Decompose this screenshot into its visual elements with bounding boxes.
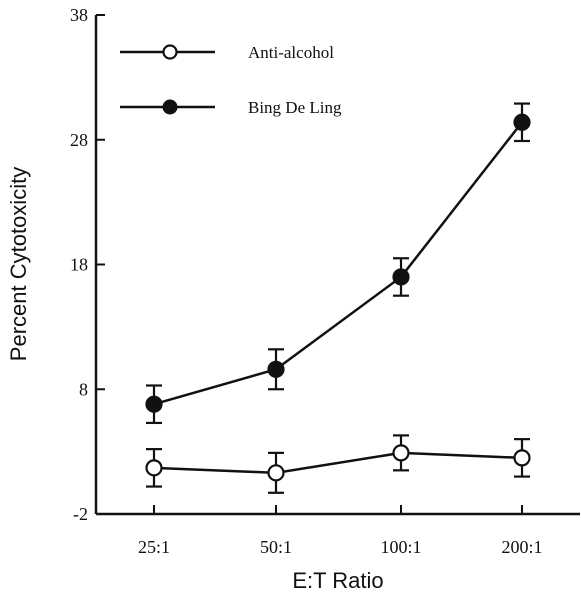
legend-label-bing-de-ling: Bing De Ling: [248, 98, 342, 117]
legend-marker-anti-alcohol: [162, 44, 178, 60]
legend-label-anti-alcohol: Anti-alcohol: [248, 43, 334, 62]
x-tick-label: 200:1: [501, 537, 542, 557]
data-point: [513, 449, 531, 467]
x-tick-label: 100:1: [380, 537, 421, 557]
y-tick-label: -2: [73, 504, 88, 524]
axes: [94, 15, 580, 516]
x-tick-label: 25:1: [138, 537, 170, 557]
series-anti-alcohol: [145, 434, 531, 494]
data-point: [145, 459, 163, 477]
series-bing-de-ling: [145, 102, 531, 425]
series-line-anti-alcohol: [153, 451, 523, 475]
x-axis-title: E:T Ratio: [292, 568, 383, 593]
legend: Anti-alcohol Bing De Ling: [120, 43, 342, 117]
legend-marker-bing-de-ling: [162, 99, 178, 115]
series-layer: [145, 102, 531, 494]
data-point: [267, 360, 285, 378]
x-tick-label: 50:1: [260, 537, 292, 557]
y-tick-label: 38: [70, 5, 88, 25]
data-point: [392, 444, 410, 462]
data-point: [513, 113, 531, 131]
x-ticks: 25:1 50:1 100:1 200:1: [138, 505, 543, 557]
data-point: [145, 395, 163, 413]
y-tick-label: 8: [79, 379, 88, 399]
series-line-bing-de-ling: [153, 121, 523, 406]
y-tick-label: 18: [70, 255, 88, 275]
y-axis-title: Percent Cytotoxicity: [6, 167, 31, 361]
data-point: [267, 464, 285, 482]
data-point: [392, 268, 410, 286]
y-ticks: -2 8 18 28 38: [70, 5, 105, 524]
y-tick-label: 28: [70, 130, 88, 150]
